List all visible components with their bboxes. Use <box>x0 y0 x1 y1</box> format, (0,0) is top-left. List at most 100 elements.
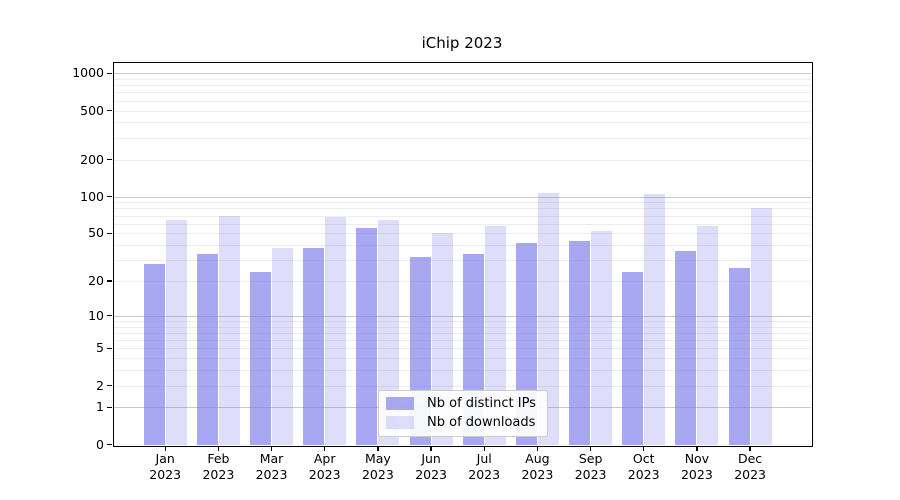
bar-distinct-ips-mar <box>250 271 271 445</box>
x-tick-label: Sep 2023 <box>559 451 623 483</box>
bar-distinct-ips-may <box>356 228 378 445</box>
x-tick-month: Nov <box>684 451 710 466</box>
gridline-minor <box>113 348 811 350</box>
bar-distinct-ips-dec <box>728 267 750 445</box>
y-tick-label: 2 <box>96 377 104 393</box>
x-tick-month: Apr <box>313 451 336 466</box>
x-tick-month: Oct <box>632 451 655 466</box>
legend-swatch-distinct-ips <box>386 397 414 410</box>
bar-downloads-apr <box>325 217 347 445</box>
x-tick-year: 2023 <box>415 467 447 482</box>
legend-label-downloads: Nb of downloads <box>427 415 536 430</box>
x-tick-label: Dec 2023 <box>718 451 782 483</box>
x-tick-year: 2023 <box>149 467 182 482</box>
x-tick-mark <box>377 446 379 451</box>
x-tick-year: 2023 <box>361 467 394 482</box>
y-tick-mark <box>107 158 112 161</box>
gridline-minor <box>113 110 811 112</box>
y-tick-label: 1 <box>96 399 104 415</box>
gridline-minor <box>113 137 811 139</box>
gridline-minor <box>113 122 811 124</box>
x-tick-month: Aug <box>525 451 550 466</box>
gridline-minor <box>113 78 811 80</box>
y-tick-label: 0 <box>96 436 104 452</box>
x-tick-year: 2023 <box>680 467 713 482</box>
gridline-minor <box>113 370 811 372</box>
bar-downloads-sep <box>591 231 613 445</box>
bar-downloads-oct <box>644 194 666 445</box>
x-tick-mark <box>217 446 220 451</box>
legend-label-distinct-ips: Nb of distinct IPs <box>427 396 536 411</box>
gridline-minor <box>113 233 811 235</box>
x-tick-year: 2023 <box>468 467 501 482</box>
y-tick-mark <box>107 109 112 112</box>
y-tick-label: 10 <box>88 307 104 323</box>
x-tick-mark <box>643 446 645 451</box>
bar-downloads-feb <box>218 215 240 445</box>
x-tick-mark <box>589 446 592 451</box>
y-tick-mark <box>107 384 112 387</box>
x-tick-mark <box>324 446 326 451</box>
gridline-minor <box>113 223 811 225</box>
gridline-minor <box>113 100 811 102</box>
bar-downloads-aug <box>537 193 559 445</box>
y-tick-mark <box>107 72 112 74</box>
y-tick-mark <box>107 195 112 198</box>
y-tick-mark <box>107 315 112 317</box>
x-tick-label: Jan 2023 <box>133 451 197 483</box>
gridline-minor <box>113 245 811 246</box>
x-tick-mark <box>483 446 485 451</box>
y-tick-label: 100 <box>80 188 104 204</box>
gridline-minor <box>113 215 811 217</box>
y-tick-mark <box>107 347 112 350</box>
bar-distinct-ips-feb <box>196 253 218 445</box>
bar-distinct-ips-apr <box>303 247 325 445</box>
y-tick-mark <box>107 406 112 409</box>
x-tick-label: Oct 2023 <box>612 451 676 483</box>
x-tick-month: Jul <box>476 451 492 466</box>
x-tick-mark <box>164 446 166 451</box>
gridline-major <box>113 73 811 75</box>
gridline-minor <box>113 326 811 328</box>
x-tick-mark <box>696 446 698 451</box>
y-tick-label: 200 <box>80 151 104 167</box>
gridline-minor <box>113 260 811 262</box>
chart-title: iChip 2023 <box>421 34 503 52</box>
gridline-minor <box>113 385 811 387</box>
x-tick-month: Sep <box>578 451 603 466</box>
x-tick-label: Aug 2023 <box>505 451 569 483</box>
x-tick-label: Jul 2023 <box>452 451 516 483</box>
x-tick-month: May <box>364 451 391 466</box>
bar-downloads-nov <box>697 225 719 445</box>
x-tick-year: 2023 <box>521 467 554 482</box>
x-tick-mark <box>430 446 432 451</box>
x-tick-year: 2023 <box>734 467 766 482</box>
x-tick-year: 2023 <box>202 467 235 482</box>
x-tick-label: Feb 2023 <box>186 451 250 483</box>
gridline-minor <box>113 340 811 342</box>
bar-downloads-jan <box>165 220 187 445</box>
x-tick-year: 2023 <box>255 467 288 482</box>
legend-row-downloads: Nb of downloads <box>386 415 539 430</box>
gridline-major <box>113 315 811 317</box>
x-tick-month: Dec <box>737 451 763 466</box>
x-tick-month: Mar <box>259 451 284 466</box>
x-tick-mark <box>749 446 751 451</box>
gridline-minor <box>113 159 811 161</box>
x-tick-mark <box>536 446 539 451</box>
gridline-minor <box>113 202 811 204</box>
bar-downloads-may <box>378 220 400 445</box>
x-tick-month: Jun <box>421 451 441 466</box>
gridline-minor <box>113 358 811 360</box>
gridline-minor <box>113 281 811 282</box>
legend-swatch-downloads <box>386 416 414 429</box>
y-tick-label: 500 <box>80 102 104 118</box>
x-tick-month: Jan <box>155 451 175 466</box>
bar-distinct-ips-jan <box>143 263 165 445</box>
gridline-major <box>113 196 811 198</box>
x-tick-year: 2023 <box>574 467 607 482</box>
x-tick-label: May 2023 <box>346 451 410 483</box>
plot-area <box>113 62 811 445</box>
bar-distinct-ips-nov <box>675 250 697 445</box>
